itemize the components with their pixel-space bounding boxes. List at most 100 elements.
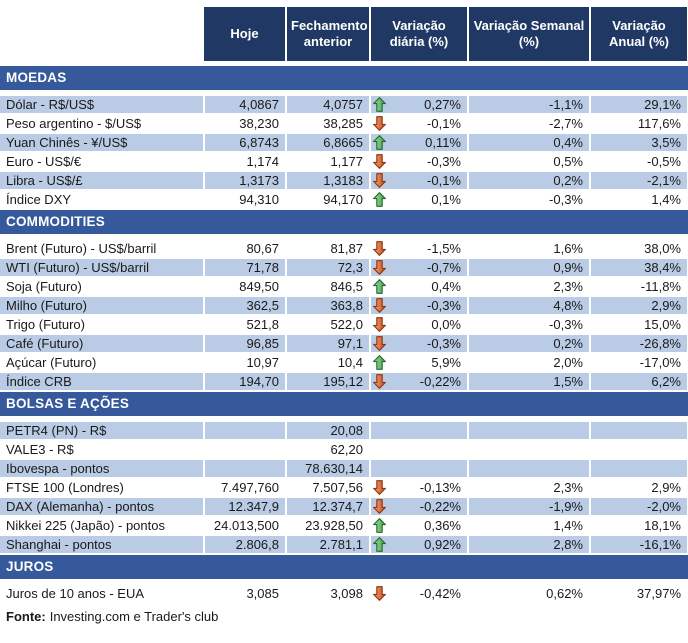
trend-arrow [373,279,387,294]
cell-label: Libra - US$/£ [0,171,205,191]
up-arrow-icon [373,355,386,370]
cell-var-diaria: -0,1% [370,171,469,191]
down-arrow-icon [373,374,386,389]
var-diaria-value: 0,4% [431,279,461,294]
table-row: Milho (Futuro) 362,5 363,8 -0,3% 4,8% 2,9% [0,296,688,316]
cell-var-diaria: 0,11% [370,133,469,153]
cell-hoje: 2.806,8 [204,535,287,555]
table-row: Índice CRB 194,70 195,12 -0,22% 1,5% 6,2% [0,372,688,392]
cell-var-diaria: -0,22% [370,372,469,392]
trend-arrow [373,317,387,332]
trend-arrow [373,298,387,313]
column-header-var_diaria: Variação diária (%) [370,7,469,66]
cell-label: WTI (Futuro) - US$/barril [0,258,205,278]
cell-fechamento: 94,170 [286,190,371,210]
cell-label: Café (Futuro) [0,334,205,354]
cell-var-anual [590,459,688,479]
cell-var-anual: 6,2% [590,372,688,392]
cell-label: Soja (Futuro) [0,277,205,297]
section-header-row: MOEDAS [0,62,688,96]
var-diaria-value: 0,36% [424,518,461,533]
cell-fechamento: 12.374,7 [286,497,371,517]
cell-hoje: 4,0867 [204,93,287,115]
cell-label: Trigo (Futuro) [0,315,205,335]
column-header-fechamento: Fechamento anterior [286,7,371,66]
cell-var-diaria: -0,3% [370,334,469,354]
cell-hoje: 10,97 [204,353,287,373]
cell-var-anual: 37,97% [590,582,688,604]
cell-label: Índice CRB [0,372,205,392]
section-header-row: COMMODITIES [0,208,688,240]
cell-fechamento: 81,87 [286,237,371,259]
cell-var-anual: -11,8% [590,277,688,297]
cell-var-diaria: -0,3% [370,152,469,172]
trend-arrow [373,135,387,150]
down-arrow-icon [373,317,386,332]
cell-var-semanal: -1,1% [468,93,591,115]
cell-hoje: 521,8 [204,315,287,335]
cell-fechamento: 522,0 [286,315,371,335]
table-row: Brent (Futuro) - US$/barril 80,67 81,87 -1,… [0,237,688,259]
cell-hoje: 1,174 [204,152,287,172]
var-diaria-value: -0,1% [427,173,461,188]
table-row: Libra - US$/£ 1,3173 1,3183 -0,1% 0,2% -2,1% [0,171,688,191]
table-row: DAX (Alemanha) - pontos 12.347,9 12.374,7 -… [0,497,688,517]
up-arrow-icon [373,279,386,294]
var-diaria-value: -0,42% [419,586,461,601]
var-diaria-value: 0,11% [425,135,461,150]
cell-var-anual: 2,9% [590,296,688,316]
down-arrow-icon [373,480,386,495]
table-row: FTSE 100 (Londres) 7.497,760 7.507,56 -0,13… [0,478,688,498]
cell-fechamento: 1,177 [286,152,371,172]
cell-hoje: 362,5 [204,296,287,316]
cell-var-semanal: 0,5% [468,152,591,172]
cell-fechamento: 4,0757 [286,93,371,115]
var-diaria-value: 0,92% [424,537,461,552]
cell-fechamento: 10,4 [286,353,371,373]
cell-label: Yuan Chinês - ¥/US$ [0,133,205,153]
trend-arrow [373,499,387,514]
cell-hoje: 7.497,760 [204,478,287,498]
cell-fechamento: 363,8 [286,296,371,316]
cell-fechamento: 38,285 [286,114,371,134]
down-arrow-icon [373,336,386,351]
cell-label: Ibovespa - pontos [0,459,205,479]
table-row: Euro - US$/€ 1,174 1,177 -0,3% 0,5% -0,5% [0,152,688,172]
cell-label: DAX (Alemanha) - pontos [0,497,205,517]
trend-arrow [373,241,387,256]
cell-var-diaria: 5,9% [370,353,469,373]
cell-label: Nikkei 225 (Japão) - pontos [0,516,205,536]
cell-var-anual: -17,0% [590,353,688,373]
cell-label: Shanghai - pontos [0,535,205,555]
cell-fechamento: 72,3 [286,258,371,278]
cell-var-diaria: 0,0% [370,315,469,335]
var-diaria-value: 0,27% [424,97,461,112]
cell-var-diaria: 0,4% [370,277,469,297]
source-line: Fonte: Investing.com e Trader's club [0,609,688,624]
down-arrow-icon [373,260,386,275]
cell-var-anual: 3,5% [590,133,688,153]
up-arrow-icon [373,518,386,533]
cell-label: Brent (Futuro) - US$/barril [0,237,205,259]
cell-var-anual: 38,0% [590,237,688,259]
cell-hoje: 194,70 [204,372,287,392]
cell-var-anual: 29,1% [590,93,688,115]
cell-label: FTSE 100 (Londres) [0,478,205,498]
cell-label: Índice DXY [0,190,205,210]
market-table: Hoje Fechamento anterior Variação diária (… [0,7,688,604]
table-row: Peso argentino - $/US$ 38,230 38,285 -0,1% -… [0,114,688,134]
cell-var-anual: -2,0% [590,497,688,517]
up-arrow-icon [373,97,386,112]
up-arrow-icon [373,135,386,150]
cell-hoje: 1,3173 [204,171,287,191]
cell-label: VALE3 - R$ [0,440,205,460]
cell-label: Milho (Futuro) [0,296,205,316]
cell-label: PETR4 (PN) - R$ [0,419,205,441]
cell-var-semanal: 1,6% [468,237,591,259]
down-arrow-icon [373,116,386,131]
cell-var-semanal [468,440,591,460]
section-header-row: BOLSAS E AÇÕES [0,390,688,422]
cell-fechamento: 62,20 [286,440,371,460]
table-row: Índice DXY 94,310 94,170 0,1% -0,3% 1,4% [0,190,688,210]
cell-var-diaria: -1,5% [370,237,469,259]
